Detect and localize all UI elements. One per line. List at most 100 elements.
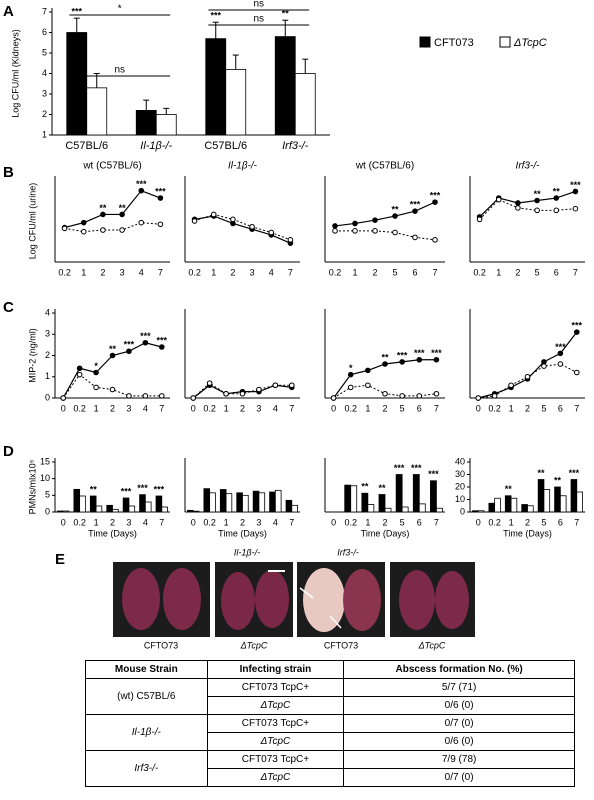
cell: 0/7 (0)	[343, 768, 575, 787]
x-tick-label: 0.2	[329, 267, 342, 277]
point	[399, 359, 405, 365]
x-tick-label: 0.2	[344, 403, 357, 413]
bar	[79, 495, 86, 513]
x-tick-label: 0	[61, 517, 66, 527]
bar	[472, 510, 479, 513]
x-tick-label: 5	[392, 267, 397, 277]
point	[230, 216, 236, 223]
header-cell: Abscess formation No. (%)	[343, 660, 575, 679]
cell: 0/6 (0)	[343, 732, 575, 751]
bar	[570, 479, 578, 513]
bar	[521, 504, 528, 513]
comparison-label: ns	[114, 65, 125, 76]
point	[372, 217, 378, 223]
x-tick-label: 0.2	[203, 403, 216, 413]
kidney	[303, 568, 345, 632]
point	[347, 371, 354, 378]
bar	[543, 489, 551, 513]
point	[109, 386, 116, 393]
point	[553, 207, 560, 214]
point	[491, 393, 498, 399]
x-tick-label: 2	[100, 267, 105, 277]
kidney	[255, 570, 289, 628]
point	[268, 229, 275, 236]
point	[256, 386, 262, 393]
arrow	[329, 615, 342, 629]
point	[138, 219, 145, 226]
bar	[576, 491, 583, 513]
y-tick-label: 40	[455, 456, 465, 466]
point	[392, 229, 398, 236]
figure: ABCDEF1234567C57BL/6Il-1β-/-C57BL/6Irf3-…	[3, 0, 585, 650]
y-tick-label: 15	[40, 456, 50, 466]
point	[352, 228, 358, 234]
point	[433, 390, 440, 397]
significance: ***	[410, 200, 421, 210]
panel-label: D	[3, 443, 14, 460]
chart-title: Il-1β-/-	[228, 161, 258, 172]
significance: **	[361, 482, 369, 492]
x-tick-label: 1	[94, 403, 99, 413]
bar	[128, 505, 136, 513]
point	[60, 395, 67, 401]
chart-title: Irf3-/-	[516, 161, 541, 172]
chart: 0.2 1 2 3 4 7 wt (C57BL/6) Log CFU/ml (urine) **…	[27, 161, 170, 277]
x-tick-label: 0	[191, 517, 196, 527]
point	[416, 393, 423, 399]
series-line	[479, 190, 576, 218]
header-cell: Infecting strain	[206, 660, 345, 679]
y-axis-label: Log CFU/ml (urine)	[27, 183, 37, 260]
abscess-table: Mouse Strain Infecting strain Abscess fo…	[85, 660, 575, 787]
point	[573, 329, 580, 335]
y-tick-label: 10	[455, 494, 465, 504]
bar	[73, 488, 81, 513]
bar	[242, 494, 249, 513]
bar	[258, 492, 266, 513]
bar	[554, 486, 561, 513]
series-line	[194, 213, 291, 241]
significance: **	[554, 475, 562, 485]
panel-label: A	[3, 3, 14, 20]
series-line	[194, 215, 291, 244]
point	[142, 339, 149, 346]
y-tick-label: 5	[42, 47, 47, 57]
bar	[350, 485, 358, 513]
x-tick-label: 3	[126, 517, 131, 527]
bar	[294, 73, 316, 136]
x-tick-label: 0.2	[73, 403, 86, 413]
x-tick-label: 0.2	[73, 517, 86, 527]
y-tick-label: 3	[45, 329, 50, 339]
significance: **	[391, 204, 399, 214]
y-tick-label: 1	[42, 129, 47, 139]
point	[524, 373, 531, 380]
kidney	[435, 571, 469, 629]
series-line	[64, 189, 161, 229]
x-axis-label: Time (Days)	[361, 528, 410, 538]
point	[61, 225, 68, 232]
comparison-label: ns	[253, 0, 264, 10]
x-tick-label: 2	[382, 403, 387, 413]
bar	[86, 87, 108, 136]
y-tick-label: 1	[45, 371, 50, 381]
chart-title: wt (C57BL/6)	[82, 161, 141, 172]
panel-e-images	[113, 562, 475, 637]
point	[572, 188, 579, 195]
bar	[537, 479, 545, 513]
x-tick-label: 2	[525, 517, 530, 527]
legend-label: CFT073	[434, 37, 474, 49]
x-tick-label: 4	[273, 403, 278, 413]
x-tick-label: 4	[269, 267, 274, 277]
point	[382, 361, 388, 367]
point	[100, 211, 106, 218]
legend-swatch	[499, 36, 511, 48]
significance: *	[349, 363, 353, 373]
point	[347, 384, 354, 391]
point	[534, 197, 540, 204]
bar	[112, 508, 119, 513]
series-line	[335, 230, 436, 241]
bar	[203, 488, 211, 513]
point	[93, 384, 99, 391]
x-tick-label: 1	[224, 517, 229, 527]
chart-title: wt (C57BL/6)	[355, 161, 414, 172]
point	[573, 369, 580, 376]
